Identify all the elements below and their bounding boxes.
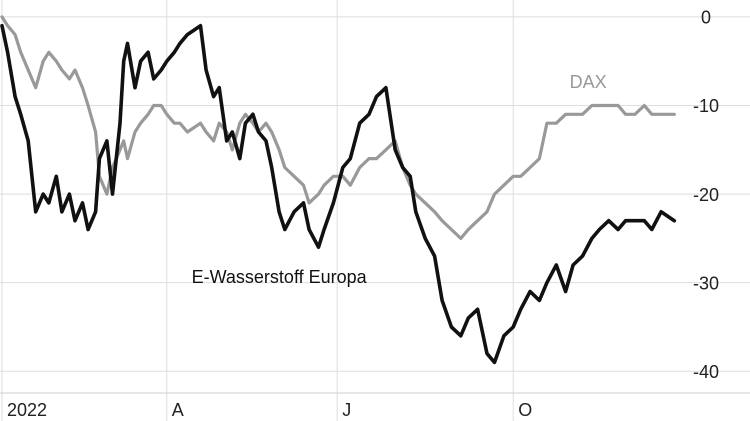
x-tick-label: A	[172, 400, 184, 420]
series-line-e-wasserstoff-europa	[0, 23, 677, 365]
tick-labels: 0 -10 -20 -30 -40 2022 A J O	[7, 8, 719, 420]
y-tick-label: -10	[693, 96, 719, 116]
y-tick-label: -20	[693, 185, 719, 205]
x-tick-label: 2022	[7, 400, 47, 420]
series-line-dax	[0, 15, 676, 240]
y-tick-label: -30	[693, 273, 719, 293]
series-label-dax: DAX	[570, 72, 607, 92]
x-tick-label: J	[342, 400, 351, 420]
series-annotations: E-Wasserstoff Europa DAX	[192, 72, 607, 287]
x-tick-label: O	[518, 400, 532, 420]
series-label-e-wasserstoff-europa: E-Wasserstoff Europa	[192, 267, 368, 287]
y-tick-label: -40	[693, 362, 719, 382]
y-tick-label: 0	[701, 8, 711, 28]
series-layer	[0, 15, 677, 365]
